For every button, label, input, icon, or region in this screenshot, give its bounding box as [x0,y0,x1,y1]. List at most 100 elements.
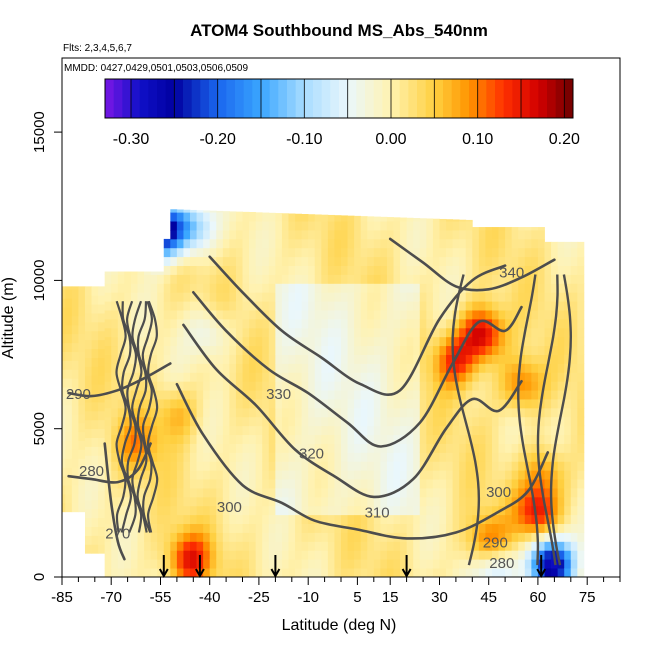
heatmap-cell [229,399,237,409]
heatmap-cell [439,381,447,391]
heatmap-cell [406,416,414,427]
heatmap-cell [393,256,401,266]
heatmap-cell [203,310,211,320]
heatmap-cell [216,523,224,533]
x-tick-label: -40 [199,589,221,606]
heatmap-cell [104,271,112,275]
heatmap-cell [478,372,486,382]
heatmap-cell [472,514,480,525]
heatmap-cell [222,372,230,382]
heatmap-cell [117,292,125,302]
heatmap-cell [544,434,552,444]
heatmap-cell [144,390,152,400]
heatmap-cell [400,523,408,533]
heatmap-cell [511,434,519,444]
heatmap-cell [222,310,230,320]
heatmap-cell [288,301,296,311]
heatmap-cell [544,265,552,275]
heatmap-cell [439,416,447,427]
heatmap-cell [84,544,92,554]
heatmap-cell [354,256,362,266]
heatmap-cell [446,238,453,249]
heatmap-cell [518,336,526,347]
heatmap-cell [413,238,421,249]
heatmap-cell [301,532,309,542]
heatmap-cell [419,265,427,275]
heatmap-cell [62,431,66,441]
heatmap-cell [176,318,184,329]
heatmap-cell [386,434,394,444]
heatmap-cell [505,256,513,266]
heatmap-cell [262,354,270,364]
heatmap-cell [314,434,322,444]
heatmap-cell [557,265,565,275]
heatmap-cell [341,363,348,373]
heatmap-cell [524,256,532,266]
heatmap-cell [452,568,460,577]
heatmap-cell [308,523,316,533]
heatmap-cell [334,327,342,338]
heatmap-cell [321,214,329,222]
heatmap-cell [531,541,539,551]
heatmap-cell [341,265,348,275]
heatmap-cell [314,363,322,373]
heatmap-cell [498,425,506,436]
heatmap-cell [551,399,559,409]
heatmap-cell [281,399,289,409]
heatmap-cell [367,505,375,516]
heatmap-cell [183,541,191,551]
heatmap-cell [314,381,322,391]
heatmap-cell [505,470,513,480]
heatmap-cell [439,354,447,364]
heatmap-cell [446,479,453,489]
heatmap-cell [452,363,460,373]
heatmap-cell [216,550,224,560]
heatmap-cell [170,479,178,489]
heatmap-cell [229,212,237,222]
heatmap-cell [295,461,303,471]
x-tick-label: 75 [579,589,596,606]
heatmap-cell [426,461,434,471]
heatmap-cell [275,247,283,258]
heatmap-cell [341,550,348,560]
heatmap-cell [321,372,329,382]
heatmap-cell [288,265,296,275]
heatmap-cell [393,434,401,444]
heatmap-cell [491,238,499,249]
heatmap-cell [413,310,421,320]
heatmap-cell [327,514,335,525]
heatmap-cell [400,274,408,284]
heatmap-cell [327,214,335,222]
heatmap-cell [249,514,257,525]
heatmap-cell [117,479,125,489]
heatmap-cell [373,399,381,409]
heatmap-cell [505,318,513,329]
heatmap-cell [314,488,322,498]
heatmap-cell [341,256,348,266]
heatmap-cell [78,289,86,299]
heatmap-cell [150,443,158,453]
heatmap-cell [485,532,493,542]
heatmap-cell [295,443,303,453]
heatmap-cell [130,559,138,569]
heatmap-cell [255,274,263,284]
heatmap-cell [505,310,513,320]
heatmap-cell [98,508,106,519]
heatmap-cell [268,479,276,489]
heatmap-cell [334,310,342,320]
heatmap-cell [393,381,401,391]
heatmap-cell [386,327,394,338]
heatmap-cell [190,496,197,507]
heatmap-cell [544,301,552,311]
heatmap-cell [426,399,434,409]
heatmap-cell [380,496,388,507]
heatmap-cell [511,416,519,427]
heatmap-cell [373,416,381,427]
contour-line-310 [182,323,523,499]
heatmap-cell [235,532,243,542]
heatmap-cell [485,327,493,338]
heatmap-cell [98,313,106,323]
heatmap-cell [281,213,289,222]
heatmap-cell [249,221,257,231]
heatmap-cell [478,363,486,373]
